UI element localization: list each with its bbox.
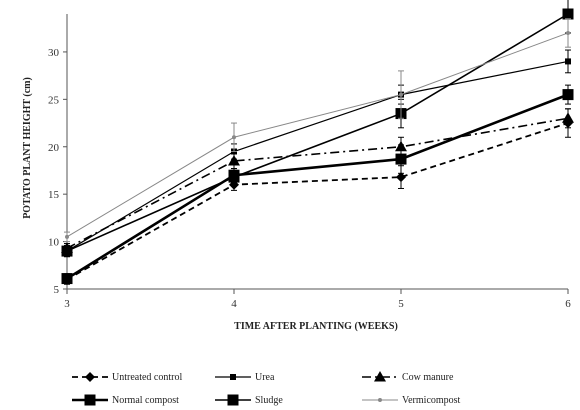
legend-label: Sludge — [255, 395, 283, 406]
data-point — [228, 154, 240, 166]
series-group — [61, 0, 574, 257]
legend-label: Untreated control — [112, 372, 182, 383]
data-point — [396, 172, 406, 183]
series-group — [61, 84, 574, 285]
legend-swatch-marker — [230, 374, 236, 380]
series-line — [66, 60, 569, 252]
data-point — [562, 8, 574, 20]
legend-item: Sludge — [215, 394, 283, 406]
series-line — [66, 117, 569, 249]
series-line — [66, 93, 569, 280]
legend-item: Vermicompost — [362, 395, 461, 406]
data-point — [65, 234, 69, 239]
legend-swatch-marker — [378, 398, 382, 402]
axes-layer: 5 10 15 20 25 30 3 4 5 6 — [48, 14, 571, 310]
data-point — [228, 171, 240, 183]
data-point — [61, 245, 73, 257]
y-axis-title: POTATO PLANT HEIGHT (cm) — [22, 77, 33, 219]
data-point — [395, 153, 407, 165]
series-group — [62, 108, 573, 285]
data-point — [566, 30, 570, 35]
legend-swatch-marker — [85, 372, 95, 382]
y-tick-label: 5 — [54, 284, 60, 296]
legend-label: Urea — [255, 372, 275, 383]
series-layer — [61, 0, 574, 285]
x-axis-title: TIME AFTER PLANTING (WEEKS) — [234, 321, 398, 332]
legend-item: Cow manure — [362, 371, 454, 383]
y-tick-label: 20 — [48, 142, 60, 154]
data-point — [565, 58, 571, 65]
x-tick-label: 5 — [398, 298, 404, 310]
legend-swatch-marker — [84, 394, 96, 406]
legend-item: Untreated control — [72, 372, 182, 383]
series-line — [66, 13, 569, 252]
legend-layer: Untreated control Urea Cow manure Normal co… — [72, 371, 461, 406]
legend-swatch-marker — [227, 394, 239, 406]
y-tick-label: 30 — [48, 47, 60, 59]
y-tick-label: 25 — [48, 94, 60, 106]
data-point — [232, 135, 236, 140]
legend-swatch-marker — [374, 371, 386, 382]
data-point — [562, 112, 574, 123]
legend-label: Cow manure — [402, 372, 454, 383]
data-point — [562, 89, 574, 101]
x-tick-label: 3 — [64, 298, 70, 310]
legend-item: Urea — [215, 372, 275, 383]
legend-label: Vermicompost — [402, 395, 461, 406]
legend-label: Normal compost — [112, 395, 179, 406]
series-line — [66, 32, 569, 238]
series-group — [64, 18, 571, 243]
data-point — [399, 92, 403, 97]
y-tick-label: 10 — [48, 237, 60, 249]
legend-item: Normal compost — [72, 394, 179, 406]
series-line — [66, 122, 569, 281]
x-tick-label: 4 — [231, 298, 237, 310]
y-tick-label: 15 — [48, 189, 60, 201]
x-tick-label: 6 — [565, 298, 571, 310]
data-point — [61, 273, 73, 285]
